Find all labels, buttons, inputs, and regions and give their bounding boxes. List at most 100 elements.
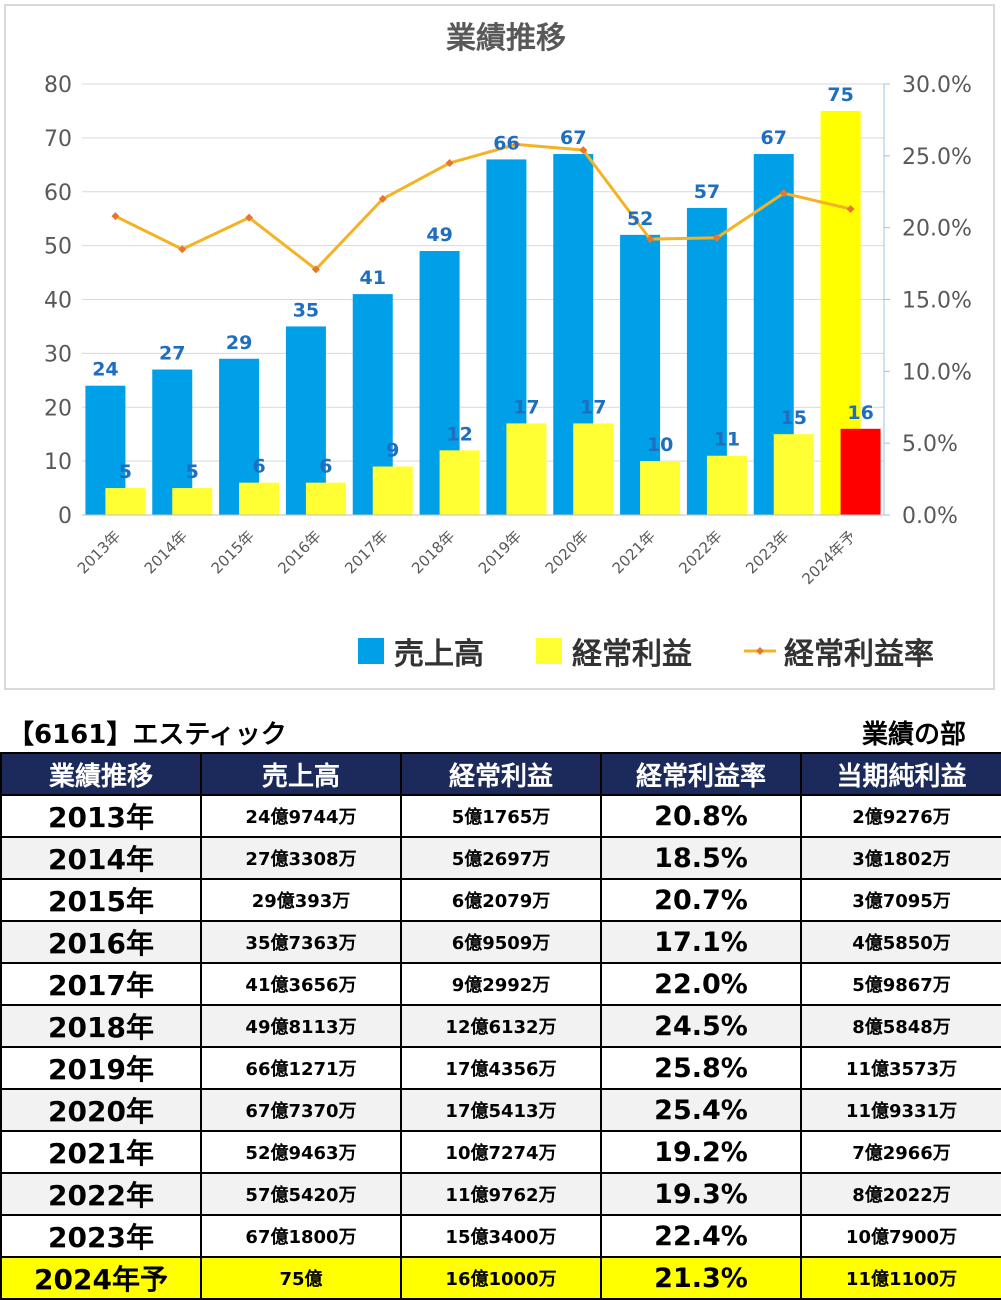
table-header-row: 【6161】エスティック 業績の部 bbox=[8, 714, 994, 750]
table-row: 2022年 57億5420万 11億9762万 19.3% 8億2022万 bbox=[0, 1172, 1001, 1216]
row-ordinary-profit: 9億2992万 bbox=[400, 962, 602, 1006]
table-row: 2017年 41億3656万 9億2992万 22.0% 5億9867万 bbox=[0, 962, 1001, 1006]
row-sales: 66億1271万 bbox=[200, 1046, 402, 1090]
x-tick-label: 2024年予 bbox=[798, 527, 859, 588]
data-label-ordinary-profit: 15 bbox=[781, 407, 807, 429]
row-period: 2023年 bbox=[0, 1214, 202, 1258]
row-profit-rate: 18.5% bbox=[600, 836, 802, 880]
table-row: 2016年 35億7363万 6億9509万 17.1% 4億5850万 bbox=[0, 920, 1001, 964]
y-left-tick-label: 0 bbox=[58, 504, 72, 529]
y-left-tick-label: 30 bbox=[44, 342, 72, 367]
bar-ordinary-profit bbox=[573, 423, 614, 515]
marker-profit-rate bbox=[512, 140, 521, 149]
x-tick-label: 2022年 bbox=[675, 527, 725, 577]
chart-title: 業績推移 bbox=[446, 21, 566, 56]
col-header-net-income: 当期純利益 bbox=[800, 752, 1001, 796]
row-ordinary-profit: 16億1000万 bbox=[400, 1256, 602, 1300]
row-ordinary-profit: 17億5413万 bbox=[400, 1088, 602, 1132]
row-profit-rate: 20.7% bbox=[600, 878, 802, 922]
data-label-ordinary-profit: 17 bbox=[580, 396, 606, 418]
row-ordinary-profit: 10億7274万 bbox=[400, 1130, 602, 1174]
table-row: 2023年 67億1800万 15億3400万 22.4% 10億7900万 bbox=[0, 1214, 1001, 1258]
table-row: 2021年 52億9463万 10億7274万 19.2% 7億2966万 bbox=[0, 1130, 1001, 1174]
table-row: 2019年 66億1271万 17億4356万 25.8% 11億3573万 bbox=[0, 1046, 1001, 1090]
row-sales: 24億9744万 bbox=[200, 794, 402, 838]
bar-ordinary-profit bbox=[840, 428, 881, 515]
row-net-income: 8億2022万 bbox=[800, 1172, 1001, 1216]
x-tick-label: 2021年 bbox=[609, 527, 659, 577]
bar-ordinary-profit bbox=[773, 434, 814, 515]
row-sales: 41億3656万 bbox=[200, 962, 402, 1006]
bar-ordinary-profit bbox=[706, 455, 747, 515]
data-label-ordinary-profit: 5 bbox=[119, 461, 132, 483]
col-header-ordinary-profit: 経常利益 bbox=[400, 752, 602, 796]
section-title: 業績の部 bbox=[861, 720, 966, 750]
row-ordinary-profit: 6億2079万 bbox=[400, 878, 602, 922]
data-label-ordinary-profit: 6 bbox=[319, 456, 332, 478]
row-profit-rate: 25.8% bbox=[600, 1046, 802, 1090]
bar-ordinary-profit bbox=[372, 466, 413, 515]
row-profit-rate: 22.4% bbox=[600, 1214, 802, 1258]
table-row: 2020年 67億7370万 17億5413万 25.4% 11億9331万 bbox=[0, 1088, 1001, 1132]
table-row: 2015年 29億393万 6億2079万 20.7% 3億7095万 bbox=[0, 878, 1001, 922]
data-label-sales: 35 bbox=[293, 299, 319, 321]
x-tick-label: 2017年 bbox=[341, 527, 391, 577]
row-profit-rate: 19.3% bbox=[600, 1172, 802, 1216]
data-label-sales: 41 bbox=[360, 267, 386, 289]
row-net-income: 3億1802万 bbox=[800, 836, 1001, 880]
row-net-income: 3億7095万 bbox=[800, 878, 1001, 922]
data-label-sales: 67 bbox=[560, 127, 586, 149]
row-sales: 75億 bbox=[200, 1256, 402, 1300]
data-label-ordinary-profit: 9 bbox=[386, 440, 399, 462]
marker-profit-rate bbox=[846, 204, 855, 213]
y-right-tick-label: 10.0% bbox=[902, 360, 972, 385]
row-sales: 67億7370万 bbox=[200, 1088, 402, 1132]
marker-profit-rate bbox=[178, 245, 187, 254]
data-label-ordinary-profit: 17 bbox=[513, 396, 539, 418]
y-right-tick-label: 15.0% bbox=[902, 289, 972, 314]
marker-profit-rate bbox=[579, 146, 588, 155]
row-period: 2021年 bbox=[0, 1130, 202, 1174]
data-label-sales: 49 bbox=[426, 224, 452, 246]
marker-profit-rate bbox=[712, 233, 721, 242]
row-profit-rate: 20.8% bbox=[600, 794, 802, 838]
legend-marker-profit-rate bbox=[756, 647, 764, 655]
x-tick-label: 2015年 bbox=[208, 527, 258, 577]
x-tick-label: 2013年 bbox=[74, 527, 124, 577]
table-row: 2014年 27億3308万 5億2697万 18.5% 3億1802万 bbox=[0, 836, 1001, 880]
row-net-income: 2億9276万 bbox=[800, 794, 1001, 838]
row-sales: 35億7363万 bbox=[200, 920, 402, 964]
row-period: 2018年 bbox=[0, 1004, 202, 1048]
row-net-income: 8億5848万 bbox=[800, 1004, 1001, 1048]
y-left-tick-label: 20 bbox=[44, 396, 72, 421]
y-left-tick-label: 80 bbox=[44, 73, 72, 98]
data-label-ordinary-profit: 6 bbox=[252, 456, 265, 478]
row-net-income: 5億9867万 bbox=[800, 962, 1001, 1006]
x-tick-label: 2020年 bbox=[542, 527, 592, 577]
y-right-tick-label: 0.0% bbox=[902, 504, 958, 529]
row-period: 2013年 bbox=[0, 794, 202, 838]
x-tick-label: 2018年 bbox=[408, 527, 458, 577]
marker-profit-rate bbox=[646, 235, 655, 244]
table-row: 2013年 24億9744万 5億1765万 20.8% 2億9276万 bbox=[0, 794, 1001, 838]
row-period: 2017年 bbox=[0, 962, 202, 1006]
data-label-sales: 24 bbox=[92, 359, 118, 381]
data-label-sales: 66 bbox=[493, 132, 519, 154]
data-label-ordinary-profit: 16 bbox=[847, 402, 873, 424]
bar-ordinary-profit bbox=[439, 450, 480, 515]
row-sales: 29億393万 bbox=[200, 878, 402, 922]
x-tick-label: 2014年 bbox=[141, 527, 191, 577]
data-label-sales: 67 bbox=[761, 127, 787, 149]
row-ordinary-profit: 15億3400万 bbox=[400, 1214, 602, 1258]
row-ordinary-profit: 11億9762万 bbox=[400, 1172, 602, 1216]
row-sales: 49億8113万 bbox=[200, 1004, 402, 1048]
x-tick-label: 2019年 bbox=[475, 527, 525, 577]
table-header: 業績推移 売上高 経常利益 経常利益率 当期純利益 bbox=[0, 752, 1001, 796]
legend-swatch-sales bbox=[358, 638, 384, 664]
row-period: 2015年 bbox=[0, 878, 202, 922]
legend-label-ordinary-profit: 経常利益 bbox=[572, 637, 692, 672]
marker-profit-rate bbox=[311, 265, 320, 274]
row-profit-rate: 25.4% bbox=[600, 1088, 802, 1132]
data-label-sales: 52 bbox=[627, 208, 653, 230]
col-header-sales: 売上高 bbox=[200, 752, 402, 796]
